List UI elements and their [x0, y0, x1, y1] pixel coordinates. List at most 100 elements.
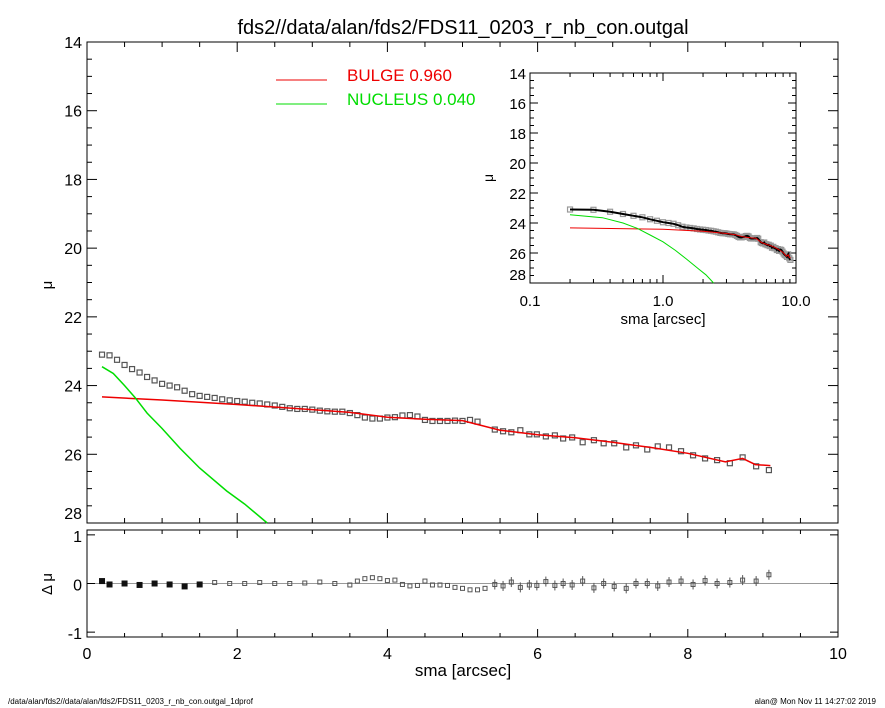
- residual-point: [302, 580, 308, 586]
- residual-point: [407, 583, 413, 589]
- residual-point: [644, 581, 650, 586]
- inset-y-tick-label: 26: [509, 246, 526, 263]
- residual-ylabel: Δ μ: [39, 573, 56, 595]
- observed-point: [106, 352, 113, 359]
- residual-y-tick-label: -1: [68, 626, 82, 643]
- residual-panel: 0 2 4 6 8 10-101: [68, 529, 847, 663]
- residual-point: [121, 580, 128, 587]
- observed-point: [560, 435, 567, 442]
- residual-point: [766, 572, 772, 578]
- inset-y-tick-label: 18: [509, 126, 526, 143]
- residual-point: [560, 581, 566, 586]
- residual-point: [384, 578, 390, 584]
- observed-point: [189, 391, 196, 398]
- residual-point: [482, 585, 488, 591]
- residual-point: [332, 581, 338, 586]
- main-y-tick-label: 14: [64, 35, 82, 52]
- observed-point: [623, 444, 630, 451]
- observed-point: [159, 380, 166, 387]
- residual-point: [678, 578, 684, 584]
- inset-xlabel: sma [arcsec]: [620, 311, 705, 328]
- observed-point: [579, 439, 586, 446]
- inset-y-tick-label: 24: [509, 216, 526, 233]
- residual-point: [475, 587, 481, 593]
- inset-panel: 0.1 1.0 10.0 14 16 18 20 22 24 26 28: [470, 60, 820, 330]
- observed-point: [174, 384, 181, 391]
- residual-point: [444, 582, 450, 588]
- residual-point: [317, 579, 323, 585]
- inset-y-tick-label: 20: [509, 156, 526, 173]
- main-y-tick-label: 28: [64, 506, 82, 523]
- observed-point: [196, 392, 203, 399]
- x-tick-label: 8: [683, 646, 692, 663]
- residual-point: [580, 578, 586, 584]
- observed-point: [444, 417, 451, 425]
- residual-point: [181, 583, 188, 590]
- observed-point: [361, 414, 368, 421]
- observed-point: [143, 373, 151, 381]
- observed-point: [542, 433, 549, 440]
- main-panel: 14 16 18 20 22 24 26 28: [64, 35, 839, 524]
- observed-point: [181, 387, 188, 394]
- x-tick-label: 6: [533, 646, 542, 663]
- observed-point: [665, 444, 673, 451]
- legend-bulge-label: BULGE 0.960: [347, 66, 452, 85]
- residual-point: [508, 579, 514, 585]
- observed-point: [204, 393, 211, 401]
- observed-point: [211, 394, 218, 402]
- bulge-model-line: [101, 396, 771, 467]
- residual-y-tick-label: 1: [73, 529, 82, 546]
- residual-point: [362, 576, 368, 582]
- residual-point: [429, 582, 435, 588]
- residual-point: [227, 581, 233, 586]
- residual-point: [136, 581, 143, 588]
- inset-x-tick-label: 10.0: [781, 293, 810, 310]
- observed-point: [765, 466, 773, 474]
- inset-ylabel: μ: [480, 174, 496, 182]
- residual-point: [633, 581, 639, 586]
- observed-point: [226, 397, 233, 404]
- residual-point: [569, 582, 575, 588]
- residual-point: [422, 578, 428, 584]
- residual-point: [354, 578, 360, 584]
- observed-point: [113, 356, 121, 363]
- residual-point: [437, 582, 443, 588]
- residual-point: [377, 576, 383, 582]
- observed-point: [121, 361, 128, 369]
- residual-point: [500, 583, 506, 589]
- residual-point: [399, 581, 405, 587]
- nucleus-model-line: [101, 366, 268, 524]
- inset-y-tick-label: 22: [509, 186, 526, 203]
- inset-x-tick-label: 1.0: [653, 293, 674, 310]
- residual-point: [460, 585, 465, 591]
- observed-point: [436, 417, 444, 425]
- residual-point: [591, 585, 597, 591]
- inset-bulge-line: [569, 227, 791, 259]
- residual-point: [257, 580, 263, 586]
- observed-point: [98, 351, 106, 358]
- chart-title: fds2//data/alan/fds2/FDS11_0203_r_nb_con…: [237, 17, 688, 39]
- residual-point: [212, 580, 218, 586]
- main-y-tick-label: 20: [64, 241, 82, 258]
- residual-point: [526, 582, 532, 588]
- residual-point: [369, 575, 375, 581]
- inset-y-tick-label: 28: [509, 267, 526, 284]
- residual-point: [623, 585, 629, 591]
- residual-point: [467, 587, 473, 593]
- residual-point: [196, 581, 203, 588]
- residual-point: [452, 584, 458, 590]
- observed-point: [128, 365, 136, 373]
- main-ylabel: μ: [39, 281, 56, 290]
- observed-point: [739, 454, 746, 461]
- residual-point: [534, 582, 540, 588]
- x-tick-label: 0: [83, 646, 92, 663]
- residual-point: [655, 583, 661, 589]
- residual-point: [347, 582, 353, 588]
- residual-point: [166, 581, 173, 588]
- residual-point: [740, 577, 746, 583]
- x-axis-label: sma [arcsec]: [415, 661, 511, 680]
- inset-y-tick-label: 14: [509, 66, 526, 83]
- observed-point: [136, 369, 143, 376]
- residual-point: [492, 581, 498, 587]
- residual-point: [727, 580, 733, 586]
